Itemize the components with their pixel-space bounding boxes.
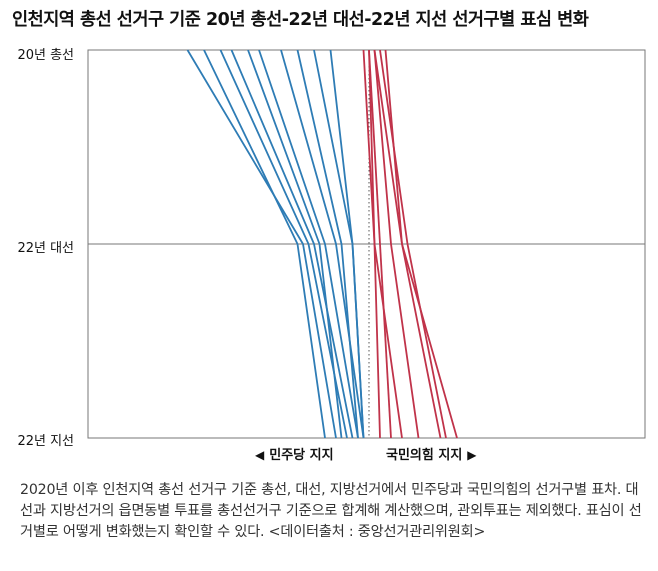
- democratic-district-line-5: [247, 49, 343, 439]
- democratic-district-line-1: [186, 49, 337, 439]
- row-label-2022-presidential: 22년 대선: [17, 241, 74, 256]
- democratic-district-line-7: [280, 49, 365, 439]
- democratic-district-line-2: [203, 49, 326, 439]
- democratic-district-line-10: [329, 49, 365, 439]
- democratic-district-line-4: [230, 49, 354, 439]
- ppp-direction-label: 국민의힘 지지 ▶: [386, 444, 477, 463]
- chart-title: 인천지역 총선 선거구 기준 20년 총선-22년 대선-22년 지선 선거구별…: [12, 10, 589, 30]
- ppp-district-line-12: [368, 49, 392, 439]
- ppp-label-text: 국민의힘 지지: [386, 448, 463, 463]
- ppp-district-line-17: [384, 49, 458, 439]
- ppp-district-line-14: [373, 49, 420, 439]
- slope-chart: [87, 49, 646, 439]
- democratic-label-text: 민주당 지지: [269, 448, 334, 463]
- chart-caption: 2020년 이후 인천지역 총선 선거구 기준 총선, 대선, 지방선거에서 민…: [20, 482, 642, 540]
- left-arrow-icon: ◀: [255, 448, 265, 462]
- ppp-district-line-16: [379, 49, 447, 439]
- democratic-district-line-6: [258, 49, 359, 439]
- democratic-district-line-8: [296, 49, 359, 439]
- ppp-district-line-13: [368, 49, 403, 439]
- right-arrow-icon: ▶: [467, 448, 477, 462]
- democratic-direction-label: ◀ 민주당 지지: [255, 444, 334, 463]
- row-label-2020-general: 20년 총선: [17, 48, 74, 63]
- row-label-2022-local: 22년 지선: [17, 434, 74, 449]
